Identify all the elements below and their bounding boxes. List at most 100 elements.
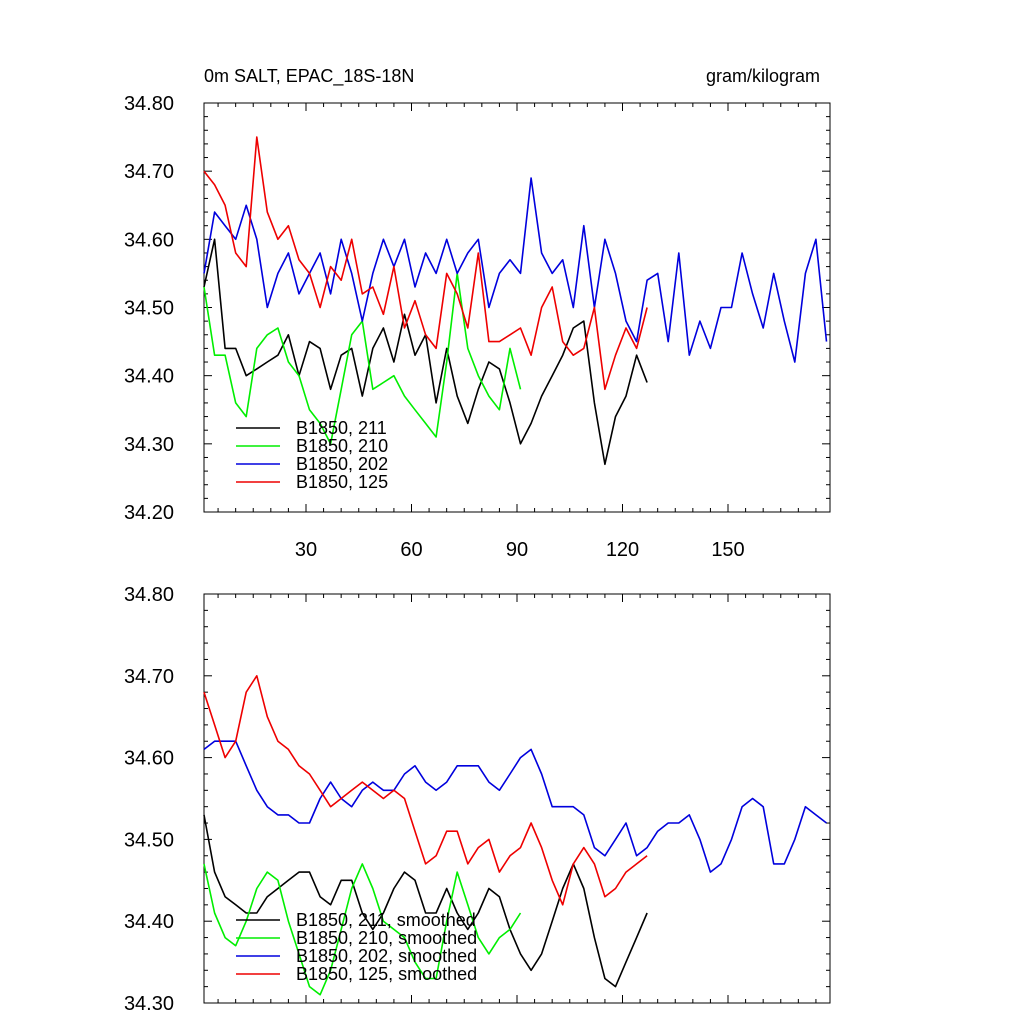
data-point xyxy=(309,773,311,775)
data-point xyxy=(573,327,575,329)
data-point xyxy=(298,822,300,824)
data-point xyxy=(245,416,247,418)
data-point xyxy=(456,293,458,295)
data-point xyxy=(351,273,353,275)
data-point xyxy=(393,266,395,268)
data-point xyxy=(214,740,216,742)
data-point xyxy=(741,806,743,808)
data-point xyxy=(214,912,216,914)
data-point xyxy=(594,307,596,309)
data-point xyxy=(383,327,385,329)
data-point xyxy=(203,863,205,865)
legend-label: B1850, 210 xyxy=(296,436,388,456)
data-point xyxy=(625,395,627,397)
data-point xyxy=(699,320,701,322)
data-point xyxy=(330,781,332,783)
data-point xyxy=(256,675,258,677)
data-point xyxy=(425,334,427,336)
data-point xyxy=(372,348,374,350)
data-point xyxy=(414,286,416,288)
data-point xyxy=(509,929,511,931)
data-point xyxy=(467,904,469,906)
data-point xyxy=(583,225,585,227)
data-point xyxy=(235,252,237,254)
data-point xyxy=(340,239,342,241)
data-point xyxy=(488,781,490,783)
data-point xyxy=(425,423,427,425)
data-point xyxy=(340,880,342,882)
y-tick-label: 34.80 xyxy=(124,584,174,606)
data-point xyxy=(309,409,311,411)
data-point xyxy=(815,239,817,241)
data-point xyxy=(467,423,469,425)
data-point xyxy=(362,781,364,783)
data-point xyxy=(288,880,290,882)
data-point xyxy=(636,348,638,350)
data-point xyxy=(573,354,575,356)
data-point xyxy=(351,880,353,882)
data-point xyxy=(446,348,448,350)
x-tick-label: 120 xyxy=(606,539,639,561)
data-point xyxy=(309,341,311,343)
data-point xyxy=(393,888,395,890)
data-point xyxy=(762,327,764,329)
y-tick-label: 34.50 xyxy=(124,298,174,320)
data-point xyxy=(467,765,469,767)
data-point xyxy=(404,773,406,775)
x-tick-label: 30 xyxy=(295,539,317,561)
data-point xyxy=(509,348,511,350)
data-point xyxy=(288,252,290,254)
legend-label: B1850, 210, smoothed xyxy=(296,928,477,948)
data-point xyxy=(319,994,321,996)
data-point xyxy=(499,937,501,939)
data-point xyxy=(224,896,226,898)
data-point xyxy=(636,354,638,356)
data-point xyxy=(615,888,617,890)
data-point xyxy=(319,252,321,254)
data-point xyxy=(625,320,627,322)
data-point xyxy=(425,781,427,783)
data-point xyxy=(256,888,258,890)
data-point xyxy=(509,334,511,336)
series-line-4 xyxy=(203,674,648,906)
data-point xyxy=(794,839,796,841)
data-point xyxy=(720,307,722,309)
data-point xyxy=(362,790,364,792)
data-point xyxy=(636,341,638,343)
data-point xyxy=(478,239,480,241)
data-point xyxy=(646,307,648,309)
data-point xyxy=(224,937,226,939)
data-point xyxy=(245,765,247,767)
data-point xyxy=(520,847,522,849)
data-point xyxy=(446,273,448,275)
data-point xyxy=(235,348,237,350)
data-point xyxy=(404,395,406,397)
data-point xyxy=(646,382,648,384)
data-point xyxy=(456,273,458,275)
data-point xyxy=(414,300,416,302)
legend-label: B1850, 211, smoothed xyxy=(296,910,476,930)
series-line-3 xyxy=(203,177,828,363)
data-point xyxy=(267,361,269,363)
data-point xyxy=(267,806,269,808)
data-point xyxy=(456,395,458,397)
data-point xyxy=(404,798,406,800)
data-point xyxy=(214,211,216,213)
data-point xyxy=(520,389,522,391)
data-point xyxy=(362,293,364,295)
data-point xyxy=(488,395,490,397)
data-point xyxy=(245,205,247,207)
data-point xyxy=(625,871,627,873)
x-tick-label: 150 xyxy=(711,539,744,561)
data-point xyxy=(330,904,332,906)
data-point xyxy=(562,259,564,261)
data-point xyxy=(404,327,406,329)
data-point xyxy=(256,348,258,350)
data-point xyxy=(699,839,701,841)
data-point xyxy=(435,273,437,275)
data-point xyxy=(288,361,290,363)
data-point xyxy=(551,286,553,288)
data-point xyxy=(646,912,648,914)
data-point xyxy=(615,986,617,988)
data-point xyxy=(541,395,543,397)
